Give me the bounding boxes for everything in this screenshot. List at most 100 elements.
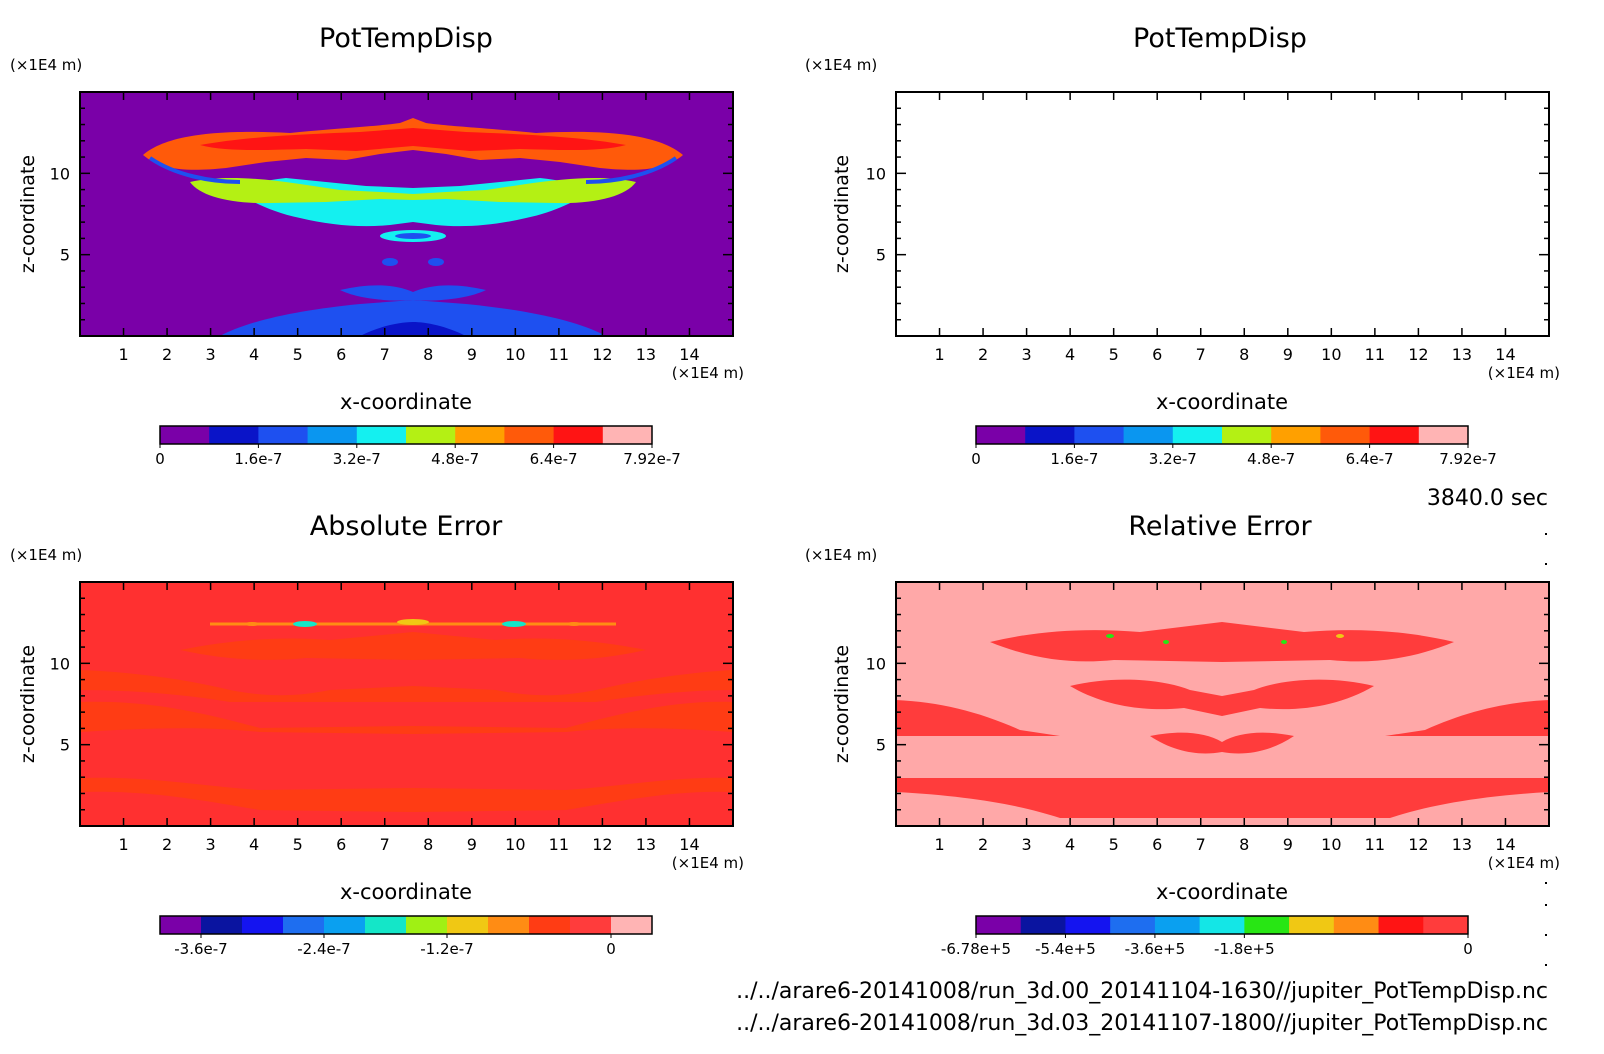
error-hotspot-3 [397,619,429,625]
x-tick-label: 4 [1065,835,1075,854]
x-tick-label: 4 [249,345,259,364]
colorbar-swatch [160,426,210,444]
x-tick-label: 1 [934,835,944,854]
colorbar-frame [159,915,653,935]
x-tick-label: 2 [162,835,172,854]
plume-blue-outline [966,158,1492,182]
colorbar-swatch [504,426,555,444]
x-tick-label: 13 [636,345,656,364]
x-tick-label: 7 [1196,835,1206,854]
colorbar-swatch [1025,426,1075,444]
x-tick-label: 10 [1321,835,1341,854]
x-ticks: 1 2 3 4 5 6 7 8 9 10 11 12 13 14 [934,92,1516,364]
x-tick-label: 12 [592,345,612,364]
x-tick-label: 2 [978,835,988,854]
colorbar-tick-label: 3.2e-7 [333,450,381,468]
colorbar-tick-label: 6.4e-7 [530,450,578,468]
x-tick-label: 1 [934,345,944,364]
relerr-hotspot-2 [1163,640,1169,644]
plot-field [80,92,733,336]
colorbar-tick-label: -1.2e-7 [420,940,473,958]
colorbar-tick-label: -3.6e-7 [174,940,227,958]
relerr-wedge-right [1385,700,1549,736]
x-tick-label: 13 [1452,835,1472,854]
z-unit-label: (×1E4 m) [805,546,877,564]
colorbar-tick-label: -6.78e+5 [941,940,1011,958]
colorbar-swatch [1020,916,1066,934]
x-axis-label: x-coordinate [1156,880,1288,904]
error-hotspot-4 [244,622,260,626]
colorbar-tick-label: 1.6e-7 [234,450,282,468]
x-ticks: 1 2 3 4 5 6 7 8 9 10 11 12 13 14 [934,582,1516,854]
y-ticks: 5 10 [50,597,733,811]
colorbar-swatch [1244,916,1290,934]
colorbar-swatch [976,916,1022,934]
colorbar-swatch [365,916,407,934]
plume-base-dark [1176,322,1282,336]
colorbar-tick-label: 0 [1463,940,1473,958]
colorbar-swatch [1154,916,1201,934]
relerr-hotspot-4 [1336,634,1344,638]
x-unit-label: (×1E4 m) [672,854,744,872]
z-unit-label: (×1E4 m) [10,56,82,74]
x-tick-label: 4 [249,835,259,854]
x-tick-label: 6 [336,835,346,854]
colorbar-swatch [1320,426,1371,444]
plume-lower-stem [340,285,486,301]
file-path-1: ../../arare6-20141008/run_3d.00_20141104… [736,979,1548,1004]
colorbar-tick-label: 0 [971,450,981,468]
x-tick-label: 9 [467,835,477,854]
colorbar-tick-label: 7.92e-7 [1439,450,1497,468]
file-path-2: ../../arare6-20141008/run_3d.03_20141107… [736,1011,1548,1036]
colorbar-tick-label: 0 [155,450,165,468]
x-tick-label: 7 [380,345,390,364]
x-tick-label: 8 [1239,835,1249,854]
blob-blue-3 [1244,258,1260,266]
plume-cyan-body [1046,178,1412,226]
x-ticks: 1 2 3 4 5 6 7 8 9 10 11 12 13 14 [118,582,700,854]
colorbar-swatch [160,916,202,934]
y-axis-label: z-coordinate [17,155,39,273]
colorbar-swatch [242,916,284,934]
y-ticks: 5 10 [866,107,1549,321]
relerr-band-lower [896,778,1549,818]
x-axis-label: x-coordinate [1156,390,1288,414]
x-tick-label: 2 [978,345,988,364]
relerr-patches-center [1150,732,1294,754]
x-tick-label: 8 [423,345,433,364]
colorbar: -6.78e+5 -5.4e+5 -3.6e+5 -1.8e+5 0 [941,915,1473,958]
colorbar-swatch [1271,426,1321,444]
colorbar-tick-label: 7.92e-7 [623,450,681,468]
colorbar-swatch [1123,426,1174,444]
chart-title: Relative Error [1128,511,1312,542]
colorbar: 0 1.6e-7 3.2e-7 4.8e-7 6.4e-7 7.92e-7 [971,425,1497,468]
colorbar-swatch [258,426,309,444]
x-tick-label: 4 [1065,345,1075,364]
colorbar-swatch [1423,916,1469,934]
x-tick-label: 10 [505,345,525,364]
colorbar-swatch [1199,916,1245,934]
x-tick-label: 10 [1321,345,1341,364]
error-band-upper [80,670,733,702]
colorbar-swatch [209,426,259,444]
x-tick-label: 8 [423,835,433,854]
plume-red-cap [959,118,1499,170]
x-axis-label: x-coordinate [340,880,472,904]
x-tick-label: 3 [1022,835,1032,854]
plume-red-core [200,128,626,151]
y-tick-label: 10 [866,654,886,673]
x-axis-label: x-coordinate [340,390,472,414]
colorbar-swatch [488,916,530,934]
error-band-mid [80,701,733,734]
blob-blue-2 [1198,258,1214,266]
plume-blue-outline [148,156,678,184]
y-tick-label: 10 [866,164,886,183]
relerr-wedge-left [896,700,1060,736]
chart-title: PotTempDisp [319,23,493,54]
x-tick-label: 6 [336,345,346,364]
x-tick-label: 12 [1408,835,1428,854]
plot-frame [895,581,1550,827]
